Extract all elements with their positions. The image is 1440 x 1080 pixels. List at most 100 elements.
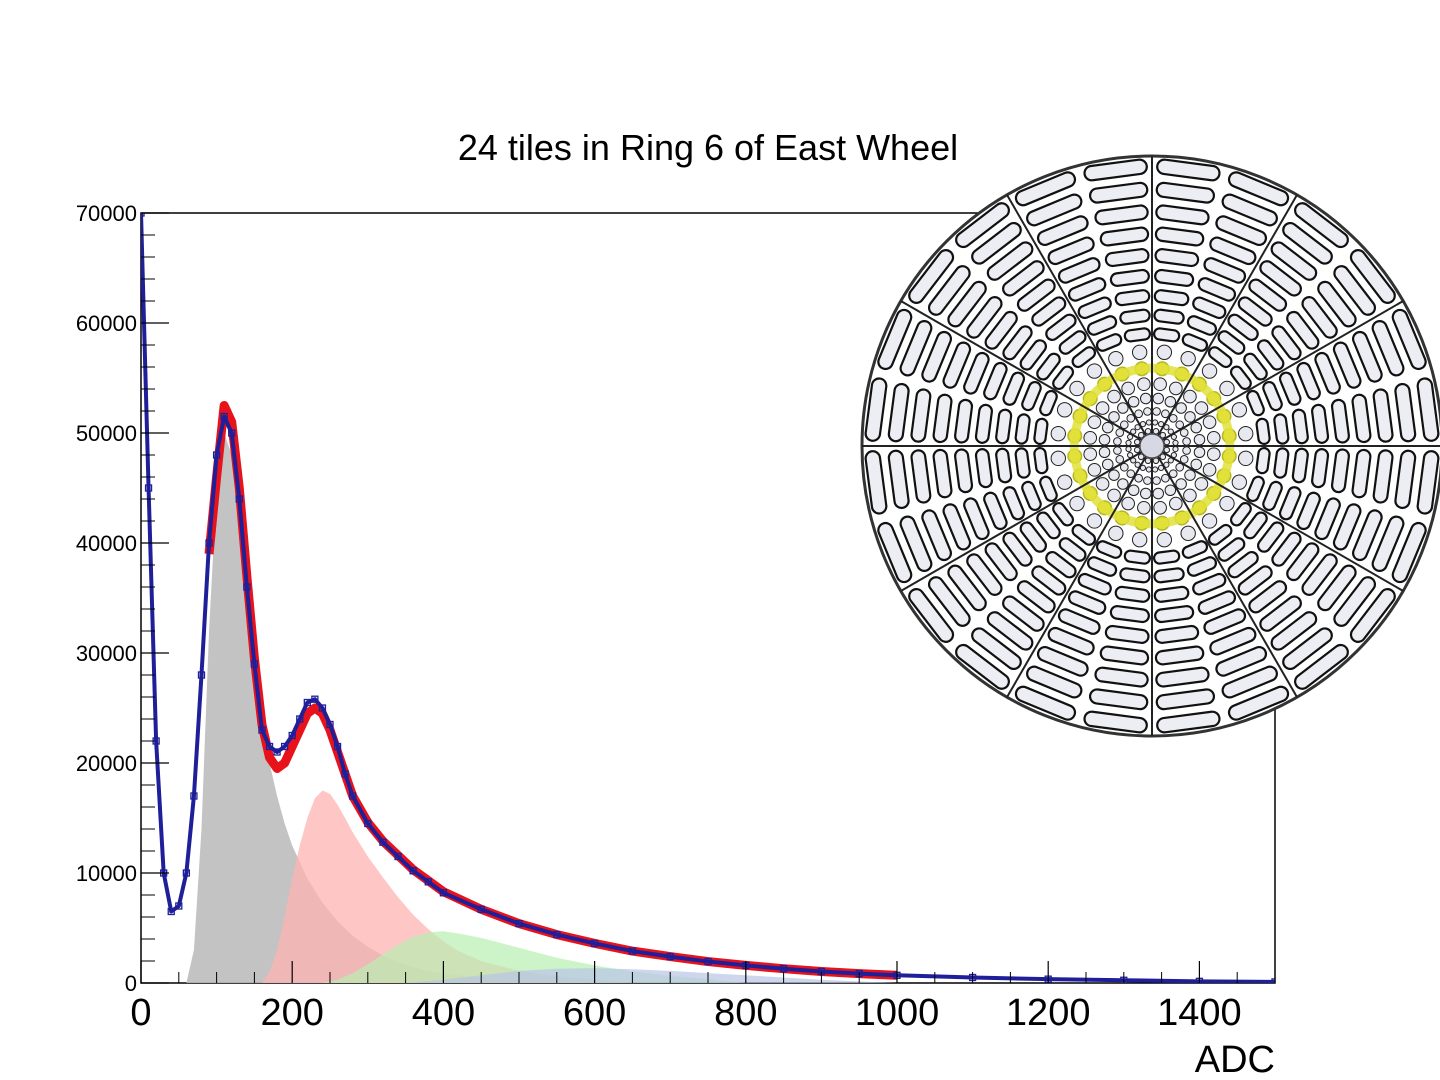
data-point [280, 742, 289, 751]
wheel-tile [1137, 431, 1145, 439]
x-axis-label: ADC [1195, 1039, 1275, 1080]
wheel-tile [1197, 590, 1237, 615]
wheel-tile [983, 491, 1008, 531]
wheel-tile [1139, 487, 1152, 500]
wheel-tile [1016, 580, 1056, 614]
wheel-tile [1227, 313, 1259, 342]
wheel-tile [1107, 389, 1121, 404]
wheel-tile [1317, 564, 1357, 612]
wheel-tile [1099, 226, 1150, 247]
wheel-tile [1153, 308, 1185, 325]
wheel-tile [1154, 624, 1200, 644]
peak-3-area [322, 931, 746, 983]
wheel-tile [974, 448, 993, 489]
wheel-tile [1238, 425, 1254, 442]
wheel-tile [877, 521, 913, 584]
wheel-tile [955, 643, 1010, 690]
wheel-tile [1113, 446, 1122, 455]
wheel-tile [1154, 248, 1200, 268]
wheel-tile [1002, 595, 1045, 632]
wheel-tile [947, 280, 987, 328]
wheel-tile [974, 403, 993, 444]
wheel-tile [1202, 463, 1217, 477]
x-tick-label: 400 [412, 992, 475, 1034]
wheel-tile [954, 398, 974, 444]
wheel-tile [1237, 565, 1273, 596]
wheel-tile [1330, 448, 1350, 494]
wheel-tile [1114, 289, 1151, 307]
wheel-tile [1137, 377, 1151, 392]
wheel-tile [1154, 645, 1205, 666]
data-point [779, 965, 788, 973]
wheel-tile [1227, 685, 1290, 721]
wheel-tile [1333, 265, 1377, 316]
wheel-tile [1119, 567, 1151, 584]
wheel-tile [1104, 624, 1150, 644]
wheel-tile [1083, 447, 1098, 461]
wheel-tile [971, 221, 1022, 265]
data-point [273, 748, 281, 756]
wheel-tile [1163, 446, 1171, 454]
wheel-tile [1036, 511, 1061, 540]
wheel-tile [1161, 473, 1170, 483]
data-point [205, 539, 213, 547]
wheel-tile [1014, 685, 1077, 721]
wheel-tile [1045, 313, 1077, 342]
wheel-tile [1259, 260, 1302, 297]
y-tick-label: 10000 [76, 861, 137, 886]
wheel-tile [1152, 427, 1160, 435]
wheel-tile [1039, 389, 1058, 417]
wheel-tile [1133, 438, 1141, 446]
wheel-tile [1113, 437, 1122, 446]
wheel-tile [1231, 402, 1248, 418]
wheel-tile [1121, 381, 1135, 396]
wheel-tile [1069, 495, 1085, 512]
wheel-tile [1067, 590, 1107, 615]
wheel-tile [1169, 381, 1183, 396]
wheel-tile [983, 361, 1008, 401]
wheel-tile [1119, 462, 1129, 472]
wheel-tile [1154, 605, 1195, 624]
x-tick-label: 1400 [1157, 992, 1242, 1034]
wheel-tile [1152, 549, 1181, 565]
wheel-tile [1131, 344, 1148, 360]
wheel-tile [1083, 158, 1148, 182]
wheel-tile [1123, 327, 1152, 343]
wheel-tile [1095, 540, 1123, 559]
wheel-tile [1156, 532, 1173, 548]
wheel-tile [1332, 341, 1362, 389]
wheel-tile [1175, 478, 1187, 490]
wheel-tile [1256, 521, 1285, 553]
wheel-tile [1036, 645, 1089, 677]
wheel-tile [995, 447, 1013, 484]
wheel-tile [947, 564, 987, 612]
wheel-tile [1282, 627, 1333, 671]
wheel-tile [1069, 380, 1085, 397]
wheel-tile [1052, 365, 1075, 391]
wheel-tile [1301, 553, 1338, 596]
wheel-tile [1026, 193, 1083, 227]
wheel-tile [1192, 572, 1227, 596]
wheel-tile [932, 448, 953, 499]
wheel-tile [1137, 453, 1145, 461]
x-tick-label: 600 [563, 992, 626, 1034]
wheel-tile [1164, 484, 1177, 497]
data-point [379, 838, 387, 846]
wheel-tile [1152, 392, 1165, 405]
wheel-tile [1026, 665, 1083, 699]
wheel-tile [963, 351, 990, 395]
data-point [250, 660, 259, 668]
wheel-tile [1039, 475, 1058, 503]
wheel-tile [986, 241, 1034, 281]
wheel-tile [1207, 346, 1233, 369]
wheel-tile [1077, 296, 1112, 320]
data-point [341, 770, 349, 778]
wheel-tile [1296, 361, 1321, 401]
wheel-tile [1179, 428, 1189, 437]
wheel-tile [1193, 433, 1206, 446]
wheel-tile [1155, 688, 1216, 711]
wheel-tile [1108, 350, 1124, 367]
wheel-tile [1256, 339, 1285, 371]
wheel-tile [1215, 645, 1268, 677]
wheel-tile [1108, 525, 1124, 542]
